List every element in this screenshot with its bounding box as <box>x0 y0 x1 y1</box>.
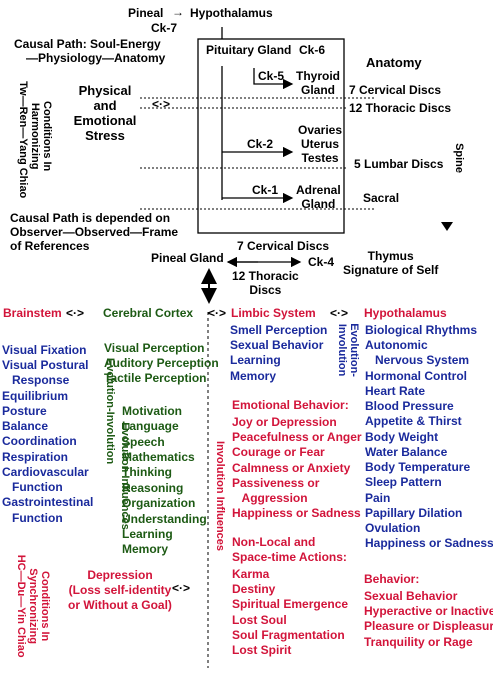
brainstem-cortex-arrow: <·> <box>66 306 85 320</box>
limbic-system-header: Limbic System <box>231 306 316 320</box>
thymus-label: Thymus Signature of Self <box>343 249 439 277</box>
evolution-involution-vertical-2: Evolution- Involution <box>336 323 361 377</box>
anatomy-cervical: 7 Cervical Discs <box>349 83 442 97</box>
brainstem-header: Brainstem <box>3 306 62 320</box>
harmonizing-vertical-label: Conditions In Harmonizing Tw—Ren—Yang Ch… <box>16 81 54 199</box>
anatomy-sacral: Sacral <box>363 191 400 205</box>
brainstem-list: Visual Fixation Visual Postural Response… <box>2 343 94 525</box>
ck7-label: Ck-7 <box>151 21 178 35</box>
adrenal-gland-label: Adrenal Gland <box>296 183 341 211</box>
pituitary-gland-label: Pituitary Gland <box>206 43 292 57</box>
observer-note: Causal Path is depended on Observer—Obse… <box>10 211 179 253</box>
emotional-behavior-title: Emotional Behavior: <box>232 398 349 412</box>
evolution-influences-vertical: Evolution Influences <box>119 422 132 530</box>
middle-cervical-label: 7 Cervical Discs <box>237 239 330 253</box>
causal-path-line1: Causal Path: Soul-Energy <box>14 37 161 51</box>
anatomy-lumbar: 5 Lumbar Discs <box>354 157 444 171</box>
behavior-title: Behavior: <box>364 572 420 586</box>
hypothalamus-top-label: Hypothalamus <box>190 6 273 20</box>
depression-arrow: <·> <box>172 581 191 595</box>
causal-path-line2: —Physiology—Anatomy <box>26 51 166 65</box>
pituitary-box <box>197 38 345 234</box>
cortex-limbic-arrow: <·> <box>208 306 227 320</box>
nonlocal-list: Karma Destiny Spiritual Emergence Lost S… <box>232 567 349 658</box>
depression-label: Depression (Loss self-identity or Withou… <box>68 568 172 613</box>
cortex-cognition-list: Motivation Language Speech Mathematics T… <box>122 404 207 557</box>
involution-influences-vertical: Involution Influences <box>214 441 227 552</box>
ovaries-uterus-testes-label: Ovaries Uterus Testes <box>298 123 343 165</box>
stress-label: Physical and Emotional Stress <box>73 83 137 143</box>
emotional-behavior-list: Joy or Depression Peacefulness or Anger … <box>232 415 362 521</box>
right-arrow-icon: → <box>172 5 184 19</box>
spine-triangle-icon <box>441 222 453 231</box>
hypothalamus-header: Hypothalamus <box>364 306 447 320</box>
ck5-label: Ck-5 <box>258 69 285 83</box>
ck2-label: Ck-2 <box>247 137 274 151</box>
hypothalamus-list: Biological Rhythms Autonomic Nervous Sys… <box>365 323 493 551</box>
ck6-label: Ck-6 <box>299 43 326 57</box>
behavior-list: Sexual Behavior Hyperactive or Inactive … <box>364 589 493 649</box>
spine-vertical-label: Spine <box>453 143 466 174</box>
nonlocal-title: Non-Local and Space-time Actions: <box>232 535 347 565</box>
evolution-involution-vertical: Evolution-Involution <box>104 357 117 465</box>
cerebral-cortex-header: Cerebral Cortex <box>103 306 194 320</box>
ck4-label: Ck-4 <box>308 255 335 269</box>
thyroid-gland-label: Thyroid Gland <box>296 69 340 97</box>
cortex-perception-list: Visual Perception Auditory Perception Ta… <box>104 341 219 386</box>
limbic-hypothalamus-arrow: <·> <box>330 306 349 320</box>
anatomy-thoracic: 12 Thoracic Discs <box>349 101 452 115</box>
ck1-label: Ck-1 <box>252 183 279 197</box>
pineal-gland-label: Pineal Gland <box>151 251 224 265</box>
middle-thoracic-label: 12 Thoracic Discs <box>232 269 299 297</box>
anatomy-title: Anatomy <box>366 55 422 70</box>
stress-double-arrow: <·> <box>152 97 171 111</box>
limbic-list: Smell Perception Sexual Behavior Learnin… <box>230 323 328 383</box>
pineal-label: Pineal <box>128 6 164 20</box>
synchronizing-vertical-label: Conditions In Synchronizing HC—Du—Yin Ch… <box>14 554 52 658</box>
